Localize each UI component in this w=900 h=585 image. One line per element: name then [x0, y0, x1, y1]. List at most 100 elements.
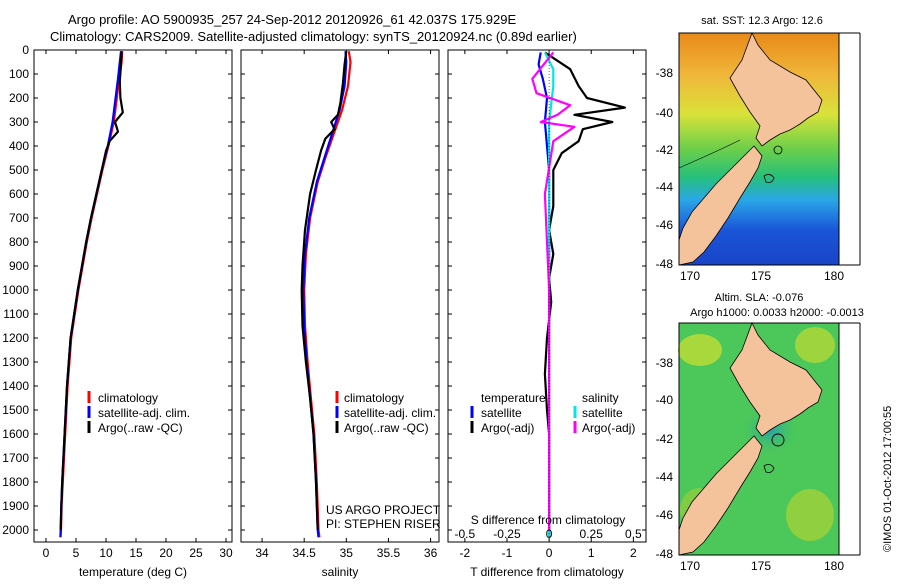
temperature-axes-box: [33, 49, 233, 543]
sst-nz-land: [678, 31, 823, 266]
depth-tick-label: 500: [9, 163, 29, 177]
legend-satellite-adj-label: satellite-adj. clim.: [98, 406, 190, 420]
difference-legend: temperature salinity satellite Argo(-adj…: [470, 391, 635, 435]
depth-tick-label: 1400: [2, 379, 29, 393]
s-difference-tick-label: -0.25: [493, 527, 521, 541]
float-position-marker: [773, 145, 783, 155]
sla-ytick: -48: [656, 547, 674, 561]
sla-ytick: -46: [656, 508, 674, 522]
depth-tick-label: 700: [9, 211, 29, 225]
depth-tick-label: 100: [9, 67, 29, 81]
temperature-legend: climatology satellite-adj. clim. Argo(..…: [87, 391, 190, 435]
north-island: [729, 321, 823, 437]
legend-t-argo-label: Argo(-adj): [481, 421, 534, 435]
legend-s-argo-label: Argo(-adj): [582, 421, 635, 435]
s-difference-tick-label: -0.5: [455, 527, 476, 541]
difference-series: [531, 50, 627, 542]
difference-panel: -2 -1 0 1 2 temperature salinity satellite A…: [447, 49, 647, 579]
legend-argo-label: Argo(..raw -QC): [344, 421, 429, 435]
series-line-t-argo-adj-: [543, 51, 627, 530]
sla-high-patch: [786, 489, 834, 541]
x-tick-label: 1: [588, 546, 595, 560]
sla-ytick: -40: [656, 393, 674, 407]
figure-title-line2: Climatology: CARS2009. Satellite-adjuste…: [50, 29, 577, 44]
sla-ytick: -42: [656, 432, 674, 446]
depth-tick-label: 400: [9, 139, 29, 153]
sla-ytick: -38: [656, 356, 674, 370]
series-line-t-satellite: [537, 52, 551, 538]
sst-ytick: -48: [656, 257, 674, 271]
sla-ytick: -44: [656, 470, 674, 484]
sla-xtick: 170: [680, 559, 700, 573]
depth-tick-label: 300: [9, 115, 29, 129]
temperature-xlabel: temperature (deg C): [79, 565, 187, 579]
south-island: [678, 435, 763, 556]
difference-axes-box: [447, 49, 647, 543]
sst-xtick: 180: [824, 269, 844, 283]
t-difference-xlabel: T difference from climatology: [470, 565, 624, 579]
x-tick-label: -2: [460, 546, 471, 560]
depth-tick-label: 1700: [2, 451, 29, 465]
south-island: [678, 145, 763, 266]
depth-tick-label: 1600: [2, 427, 29, 441]
x-tick-label: 0: [43, 546, 50, 560]
s-difference-tick-label: 0: [546, 527, 553, 541]
x-tick-label: 15: [129, 546, 143, 560]
sla-xtick: 175: [751, 559, 771, 573]
difference-depth-ticks: [448, 49, 646, 531]
depth-tick-label: 900: [9, 259, 29, 273]
x-tick-label: 36: [424, 546, 438, 560]
legend-s-satellite-label: satellite: [582, 406, 623, 420]
depth-tick-label: 1500: [2, 403, 29, 417]
salinity-panel: 34 34.5 35 35.5 36 climatology satellite-adj…: [240, 49, 441, 579]
s-difference-ticks: -0.5 -0.25 0 0.25 0.5: [455, 527, 643, 541]
sst-ytick: -44: [656, 180, 674, 194]
sla-map-title2: Argo h1000: 0.0033 h2000: -0.0013: [690, 307, 864, 319]
chatham-rise-contour: [763, 464, 775, 473]
salinity-legend: climatology satellite-adj. clim. Argo(..…: [335, 391, 436, 435]
sst-map: sat. SST: 12.3 Argo: 12.6 -38 -40 -42 -4…: [656, 15, 861, 283]
x-tick-label: 5: [73, 546, 80, 560]
salinity-ticks: 34 34.5 35 35.5 36: [255, 50, 438, 560]
salinity-depth-ticks: [241, 49, 439, 531]
legend-climatology-label: climatology: [344, 391, 404, 405]
series-line-satellite-adj-clim-: [302, 51, 348, 538]
depth-tick-label: 1100: [3, 307, 29, 321]
sla-xtick: 180: [824, 559, 844, 573]
temperature-series: [59, 51, 124, 538]
chatham-rise-contour: [763, 174, 775, 183]
salinity-axes-box: [240, 49, 440, 543]
legend-satellite-adj-label: satellite-adj. clim.: [344, 406, 436, 420]
sst-map-title: sat. SST: 12.3 Argo: 12.6: [701, 15, 823, 27]
figure-title-line1: Argo profile: AO 5900935_257 24-Sep-2012…: [68, 12, 516, 27]
x-tick-label: 35: [340, 546, 354, 560]
depth-tick-label: 200: [9, 91, 29, 105]
sst-ytick: -40: [656, 106, 674, 120]
x-tick-label: 34.5: [293, 546, 317, 560]
sla-high-patch: [678, 334, 722, 366]
depth-tick-label: 600: [9, 187, 29, 201]
temperature-panel: 0100200300400500600700800900100011001200…: [2, 43, 233, 579]
sla-high-patch: [795, 327, 835, 363]
s-difference-tick-label: 0.25: [580, 527, 604, 541]
series-line-argo-raw-qc-: [59, 51, 124, 531]
s-difference-tick-label: 0.5: [625, 527, 642, 541]
sst-yticks: -38 -40 -42 -44 -46 -48: [656, 66, 674, 271]
series-line-s-argo-adj-: [531, 51, 576, 530]
float-position-marker: [771, 433, 785, 447]
sla-yticks: -38 -40 -42 -44 -46 -48: [656, 356, 674, 561]
depth-tick-label: 1900: [2, 499, 29, 513]
sst-xtick: 175: [751, 269, 771, 283]
legend-climatology-label: climatology: [98, 391, 158, 405]
legend-t-satellite-label: satellite: [481, 406, 522, 420]
depth-tick-label: 1000: [2, 283, 29, 297]
salinity-series: [300, 51, 352, 538]
sst-map-box: [678, 32, 840, 266]
depth-ticks: 0 100 200 300 400 500 600 700 800 900 1000 1100 1200…: [2, 43, 232, 537]
sst-contour: [678, 139, 741, 169]
legend-salinity-title: salinity: [582, 391, 619, 405]
series-line-satellite-adj-clim-: [59, 51, 123, 538]
x-tick-label: 30: [219, 546, 233, 560]
s-difference-label: S difference from climatology: [471, 513, 626, 527]
depth-tick-label: 800: [9, 235, 29, 249]
